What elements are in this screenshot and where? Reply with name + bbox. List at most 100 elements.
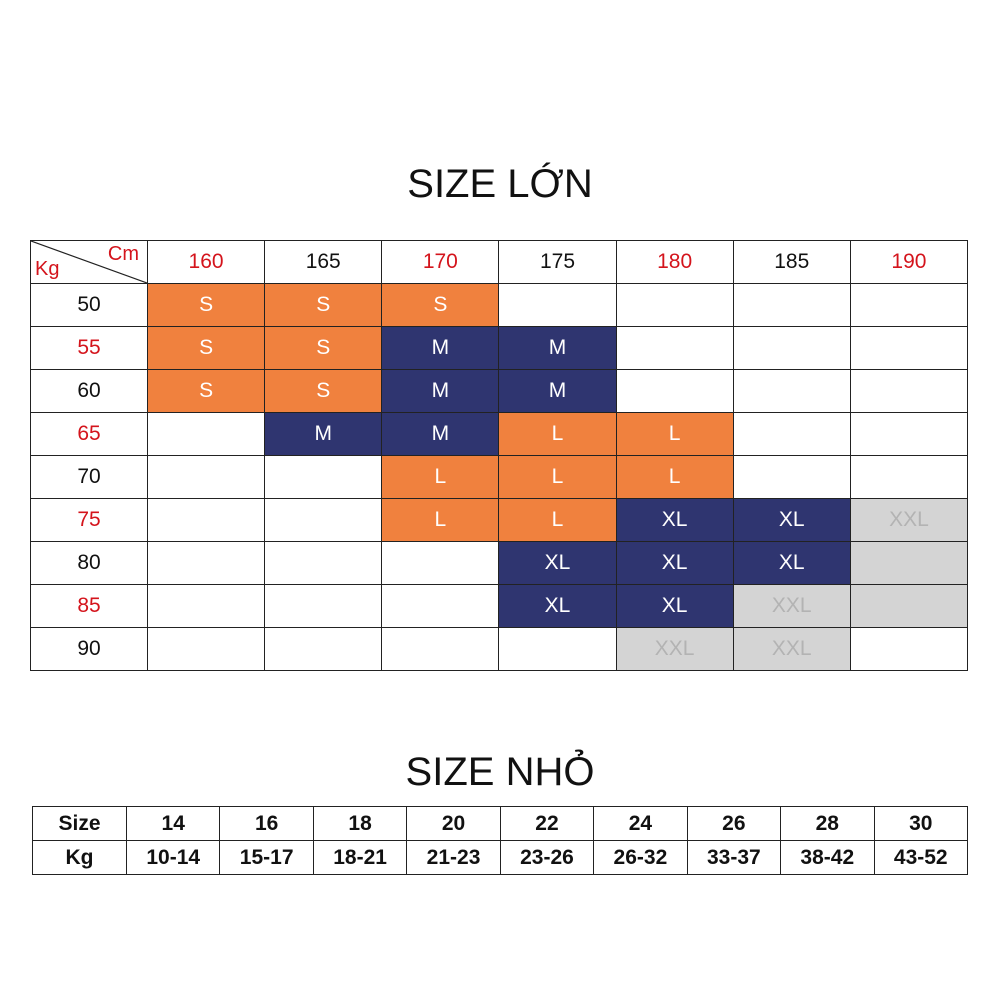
header-value: 18 (312, 806, 408, 841)
size-cell: M (381, 369, 500, 413)
size-cell: XL (732, 541, 851, 585)
header-value: 16 (219, 806, 314, 841)
size-cell: XXL (732, 584, 851, 628)
empty-cell (146, 498, 266, 542)
row-value: 38-42 (780, 840, 875, 875)
row-value: 15-17 (219, 840, 314, 875)
height-header: 185 (732, 240, 851, 284)
empty-cell (146, 541, 266, 585)
row-value: 33-37 (686, 840, 782, 875)
height-header: 190 (849, 240, 969, 284)
empty-cell (264, 541, 383, 585)
size-cell: L (615, 455, 734, 499)
empty-cell (732, 283, 851, 327)
size-cell: M (264, 412, 383, 456)
header-value: 28 (780, 806, 875, 841)
empty-cell (849, 455, 969, 499)
empty-cell (498, 283, 617, 327)
row-value: 21-23 (406, 840, 501, 875)
empty-cell (849, 627, 969, 671)
header-value: 26 (686, 806, 782, 841)
empty-cell (381, 584, 500, 628)
empty-cell (615, 283, 734, 327)
empty-cell (849, 283, 969, 327)
header-value: 20 (406, 806, 501, 841)
size-cell: L (498, 412, 617, 456)
diagonal (31, 241, 147, 283)
large-size-table: Cm Kg 160 165 170 175 180 185 190 50 S S S 55 S S M M 60 S S… (30, 240, 969, 671)
empty-cell (732, 369, 851, 413)
row-value: 26-32 (593, 840, 688, 875)
size-cell: S (381, 283, 500, 327)
size-cell: M (498, 369, 617, 413)
size-cell: S (264, 283, 383, 327)
weight-label: 80 (30, 541, 148, 585)
empty-cell (264, 498, 383, 542)
size-cell: XXL (615, 627, 734, 671)
empty-cell (146, 455, 266, 499)
size-cell: M (381, 412, 500, 456)
size-cell: XL (732, 498, 851, 542)
height-header: 165 (264, 240, 383, 284)
weight-label: 75 (30, 498, 148, 542)
header-row: Size 14 16 18 20 22 24 26 28 30 (32, 806, 968, 841)
weight-label: 90 (30, 627, 148, 671)
header-value: 30 (873, 806, 968, 841)
size-cell: M (381, 326, 500, 370)
empty-cell (732, 326, 851, 370)
weight-row: 55 S S M M (30, 326, 969, 370)
empty-cell (146, 627, 266, 671)
empty-cell (615, 369, 734, 413)
row-value: 43-52 (873, 840, 968, 875)
weight-label: 55 (30, 326, 148, 370)
height-header: 160 (146, 240, 266, 284)
size-cell: XXL (849, 498, 969, 542)
row-row: Kg 10-14 15-17 18-21 21-23 23-26 26-32 33-37 38-… (32, 840, 968, 875)
empty-cell (849, 541, 969, 585)
header-row: Cm Kg 160 165 170 175 180 185 190 (30, 240, 969, 284)
empty-cell (146, 584, 266, 628)
weight-row: 75 L L XL XL XXL (30, 498, 969, 542)
row-value: 10-14 (125, 840, 221, 875)
empty-cell (849, 584, 969, 628)
weight-label: 50 (30, 283, 148, 327)
empty-cell (264, 584, 383, 628)
header-label: Size (32, 806, 127, 841)
size-cell: L (498, 498, 617, 542)
empty-cell (146, 412, 266, 456)
row-value: 23-26 (499, 840, 595, 875)
size-cell: L (381, 455, 500, 499)
weight-row: 70 L L L (30, 455, 969, 499)
size-cell: XXL (732, 627, 851, 671)
empty-cell (849, 369, 969, 413)
corner-bottom: Kg (35, 258, 60, 280)
height-header: 175 (498, 240, 617, 284)
weight-row: 50 S S S (30, 283, 969, 327)
row-label: Kg (32, 840, 127, 875)
empty-cell (732, 455, 851, 499)
empty-cell (264, 627, 383, 671)
size-cell: L (498, 455, 617, 499)
empty-cell (264, 455, 383, 499)
size-cell: S (146, 326, 266, 370)
small-size-table: Size 14 16 18 20 22 24 26 28 30 Kg 10-14 15-17 18-21 2… (32, 806, 968, 875)
empty-cell (381, 541, 500, 585)
large-title: SIZE LỚN (407, 162, 593, 206)
size-cell: S (146, 369, 266, 413)
weight-row: 85 XL XL XXL (30, 584, 969, 628)
weight-label: 70 (30, 455, 148, 499)
header-value: 14 (125, 806, 221, 841)
weight-row: 60 S S M M (30, 369, 969, 413)
empty-cell (381, 627, 500, 671)
size-cell: M (498, 326, 617, 370)
weight-label: 60 (30, 369, 148, 413)
size-cell: XL (615, 541, 734, 585)
corner-top: Cm (107, 243, 139, 265)
corner-cell: Cm Kg (30, 240, 148, 284)
size-cell: S (264, 369, 383, 413)
size-cell: L (615, 412, 734, 456)
weight-row: 65 M M L L (30, 412, 969, 456)
weight-row: 80 XL XL XL (30, 541, 969, 585)
small-title: SIZE NHỎ (405, 750, 595, 794)
